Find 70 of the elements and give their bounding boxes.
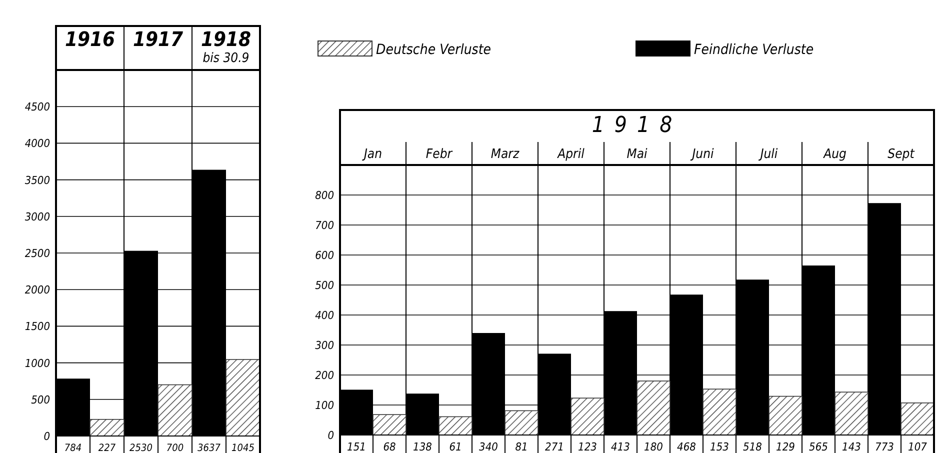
data-label: 227	[98, 443, 116, 453]
bar	[636, 380, 670, 436]
y-tick-label: 700	[315, 219, 334, 232]
bar	[504, 410, 538, 436]
y-tick-label: 800	[315, 189, 334, 202]
data-label: 151	[347, 440, 366, 453]
legend-label: Deutsche Verluste	[376, 42, 492, 58]
y-tick-label: 2000	[24, 284, 50, 297]
bar	[702, 388, 736, 436]
y-tick-label: 4000	[24, 137, 50, 150]
y-tick-label: 300	[315, 339, 334, 352]
x-tick-label: Febr	[426, 147, 454, 162]
x-tick-label: Juni	[690, 147, 715, 162]
y-tick-label: 3000	[24, 210, 50, 224]
data-label: 143	[842, 440, 861, 453]
y-tick-label: 0	[44, 430, 50, 443]
x-tick-label: Mai	[626, 147, 648, 162]
data-label: 61	[449, 440, 462, 453]
chart-title: 1918	[592, 113, 682, 138]
data-label: 81	[515, 440, 528, 453]
x-tick-label: 1917	[132, 27, 184, 51]
data-label: 468	[677, 440, 696, 453]
x-tick-label: Aug	[822, 147, 846, 162]
y-tick-label: 500	[31, 393, 50, 406]
data-label: 2530	[130, 443, 153, 453]
y-tick-label: 2500	[24, 247, 50, 260]
bar	[834, 392, 868, 436]
data-label: 700	[166, 443, 184, 453]
x-tick-label: Juli	[758, 147, 778, 162]
data-label: 68	[383, 440, 396, 453]
y-tick-label: 400	[315, 309, 334, 322]
y-tick-label: 200	[315, 369, 334, 382]
data-label: 107	[908, 440, 928, 453]
y-tick-label: 4500	[24, 100, 50, 114]
data-label: 153	[710, 440, 729, 453]
bar	[768, 396, 802, 436]
x-tick-label: 1918 bis 30.9	[200, 27, 252, 66]
x-tick-label: Jan	[362, 147, 382, 162]
data-label: 138	[413, 440, 432, 453]
bar	[372, 414, 406, 436]
y-tick-label: 1500	[24, 320, 50, 334]
bar	[900, 402, 934, 436]
data-label: 1045	[232, 443, 255, 453]
y-tick-label: 500	[315, 279, 334, 292]
y-tick-label: 600	[315, 249, 334, 262]
x-tick-label: Marz	[490, 147, 520, 162]
legend-label: Feindliche Verluste	[694, 42, 814, 58]
data-label: 123	[578, 440, 597, 453]
data-label: 518	[743, 440, 762, 453]
data-label: 271	[545, 440, 564, 453]
data-label: 3637	[198, 443, 221, 453]
bar	[570, 398, 604, 436]
bar	[90, 418, 124, 436]
y-tick-label: 1000	[24, 356, 50, 370]
bar	[226, 359, 260, 436]
bar	[438, 416, 472, 436]
x-tick-label: April	[556, 147, 586, 162]
data-label: 773	[875, 440, 894, 453]
data-label: 129	[776, 440, 795, 453]
bar	[158, 384, 192, 436]
data-label: 565	[809, 440, 828, 453]
data-label: 784	[64, 443, 82, 453]
data-label: 340	[479, 440, 498, 453]
data-label: 413	[611, 440, 630, 453]
x-tick-label: Sept	[888, 147, 915, 162]
data-label: 180	[644, 440, 663, 453]
y-tick-label: 0	[328, 429, 334, 442]
y-tick-label: 3500	[24, 174, 50, 187]
y-tick-label: 100	[315, 399, 334, 412]
x-tick-label: 1916	[64, 27, 116, 51]
